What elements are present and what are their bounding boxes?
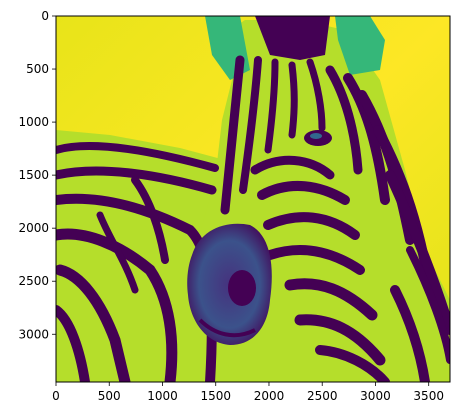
y-tick-label: 500	[26, 62, 49, 76]
y-tick-label: 3000	[18, 327, 49, 341]
zebra-eye-highlight	[310, 133, 322, 139]
y-tick-label: 1500	[18, 168, 49, 182]
x-tick-label: 3500	[413, 389, 444, 403]
zebra-mouth	[198, 318, 256, 338]
y-axis: 0 500 1000 1500 2000 2500 3000	[18, 9, 56, 341]
y-tick-label: 1000	[18, 115, 49, 129]
plot-frame	[55, 15, 451, 383]
x-tick-label: 0	[52, 389, 60, 403]
x-tick-label: 500	[98, 389, 121, 403]
head-stripes	[220, 55, 450, 382]
y-tick-label: 2500	[18, 274, 49, 288]
zebra-right-ear	[335, 16, 385, 75]
x-tick-label: 1500	[200, 389, 231, 403]
x-tick-label: 1000	[147, 389, 178, 403]
y-tick-label: 0	[41, 9, 49, 23]
x-axis: 0 500 1000 1500 2000 2500 3000 3500	[52, 382, 444, 403]
x-tick-label: 2000	[254, 389, 285, 403]
y-tick-label: 2000	[18, 221, 49, 235]
x-tick-label: 3000	[360, 389, 391, 403]
x-tick-label: 2500	[307, 389, 338, 403]
zebra-image	[56, 16, 450, 382]
zebra-nostril	[228, 270, 256, 306]
zebra-mane	[255, 16, 330, 60]
